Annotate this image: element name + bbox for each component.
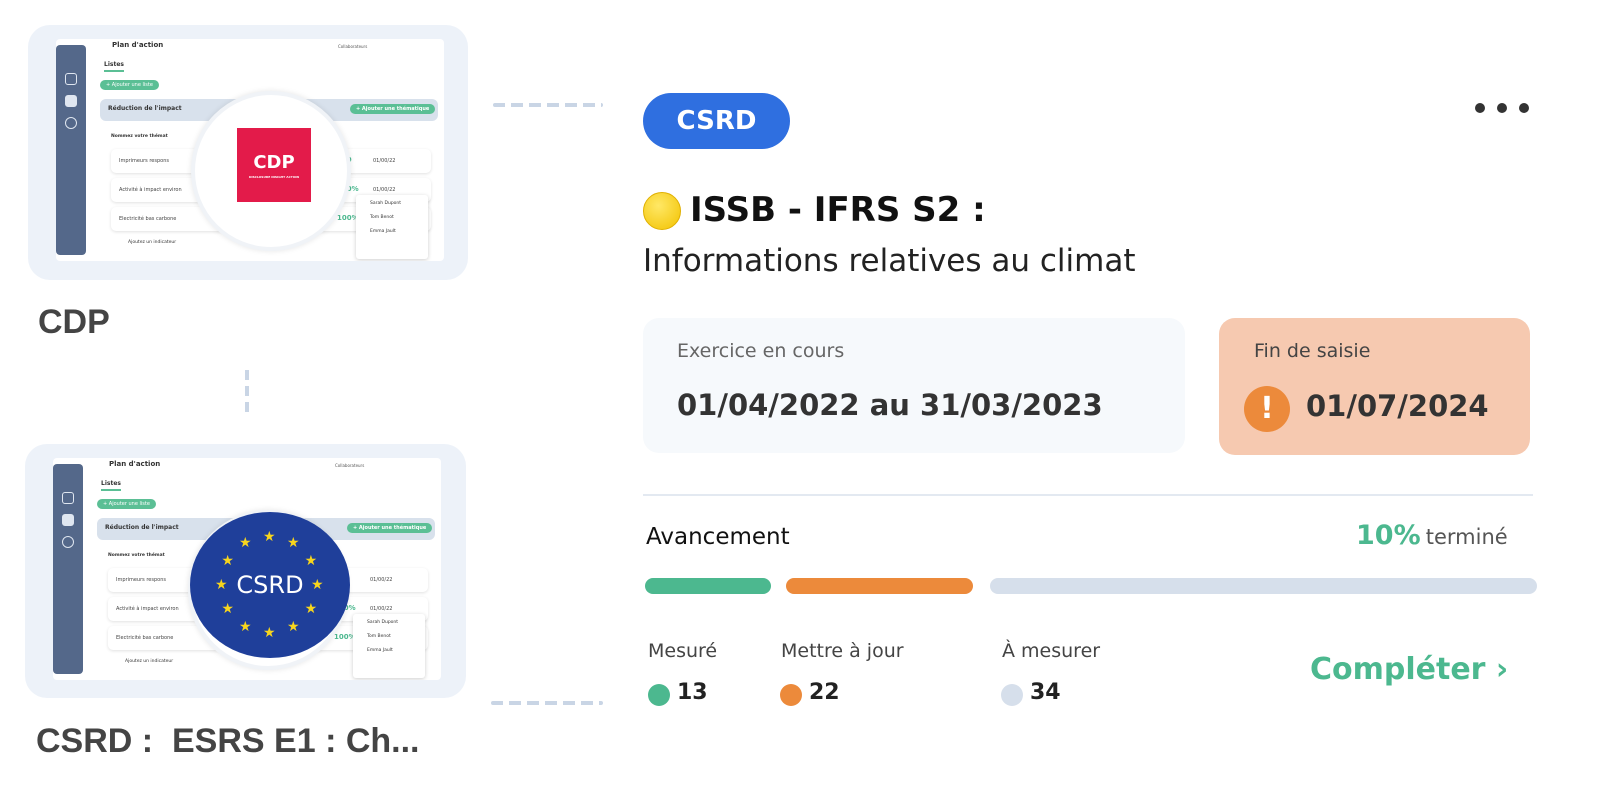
indicator-date: 01/00/22 (370, 606, 393, 612)
collaborator-item: Tom Benot (367, 634, 391, 639)
collaborators-label: Collaborateurs (338, 44, 368, 49)
progress-label: Avancement (646, 524, 790, 550)
legend-dot-to-update (780, 684, 802, 706)
collaborator-item: Tom Benot (370, 215, 394, 220)
star-icon: ★ (287, 618, 300, 635)
tab-lists: Listes (101, 480, 121, 491)
connector-bottom (491, 701, 603, 705)
star-icon: ★ (287, 535, 300, 552)
add-list-button: + Ajouter une liste (100, 80, 159, 90)
divider (643, 494, 1533, 496)
period-label: Exercice en cours (677, 340, 845, 362)
star-icon: ★ (304, 553, 318, 569)
progress-bar-to-measure (990, 578, 1537, 594)
csrd-eu-logo: CSRD ★ ★ ★ ★ ★ ★ ★ ★ ★ ★ ★ ★ (190, 512, 350, 658)
page-subtitle: Informations relatives au climat (643, 243, 1136, 279)
theme-name: Nommez votre thémat (111, 134, 168, 139)
indicator-name: Activité à impact environ (116, 606, 179, 612)
collaborators-label: Collaborateurs (335, 463, 365, 468)
app-screenshot: Plan d'action Collaborateurs Listes + Aj… (53, 458, 441, 680)
progress-summary: 10% terminé (1356, 520, 1508, 551)
legend-dot-measured (648, 684, 670, 706)
theme-name: Nommez votre thémat (108, 553, 165, 558)
star-icon: ★ (263, 625, 276, 641)
progress-bar-to-update (786, 578, 973, 594)
legend-label-measured: Mesuré (648, 640, 718, 662)
indicator-value: 100% (337, 214, 359, 222)
connector-top (493, 103, 603, 107)
star-icon: ★ (221, 553, 234, 569)
framework-badge[interactable]: CSRD (643, 93, 790, 149)
legend-count-to-update: 22 (809, 680, 840, 705)
progress-suffix: terminé (1425, 525, 1508, 549)
add-indicator-link: Ajoutez un indicateur (128, 240, 177, 245)
add-list-button: + Ajouter une liste (97, 499, 156, 509)
magnifier-lens: CDP DISCLOSURE INSIGHT ACTION (191, 91, 351, 251)
app-screenshot: Plan d'action Collaborateurs Listes + Aj… (56, 39, 444, 261)
legend-dot-to-measure (1001, 684, 1023, 706)
tab-lists: Listes (104, 61, 124, 72)
indicator-value: 100% (334, 633, 356, 641)
thumbnail-label-csrd: CSRD : ESRS E1 : Ch... (36, 722, 420, 760)
collaborator-item: Emma Jault (367, 648, 393, 653)
star-icon: ★ (239, 535, 252, 552)
legend-label-to-measure: À mesurer (1002, 640, 1101, 662)
sidebar (53, 464, 83, 674)
screen-title: Plan d'action (109, 460, 161, 468)
magnifier-lens: CSRD ★ ★ ★ ★ ★ ★ ★ ★ ★ ★ ★ ★ (188, 510, 350, 670)
indicator-name: Electricité bas carbone (116, 635, 174, 641)
indicator-name: Activité à impact environ (119, 187, 182, 193)
indicator-name: Electricité bas carbone (119, 216, 177, 222)
period-value: 01/04/2022 au 31/03/2023 (677, 388, 1103, 422)
warning-icon: ! (1244, 386, 1290, 432)
deadline-value: 01/07/2024 (1306, 389, 1489, 423)
collaborator-item: Emma Jault (370, 229, 396, 234)
star-icon: ★ (311, 577, 324, 593)
period-box: Exercice en cours 01/04/2022 au 31/03/20… (643, 318, 1185, 453)
deadline-label: Fin de saisie (1254, 340, 1371, 362)
thumbnail-label-cdp: CDP (38, 303, 110, 341)
add-indicator-link: Ajoutez un indicateur (125, 659, 174, 664)
screen-title: Plan d'action (112, 41, 164, 49)
star-icon: ★ (304, 601, 318, 617)
collaborators-dropdown: Sarah Dupont Tom Benot Emma Jault (353, 614, 425, 678)
star-icon: ★ (263, 529, 276, 545)
indicator-date: 01/00/22 (373, 158, 396, 164)
thumbnail-card-cdp[interactable]: Plan d'action Collaborateurs Listes + Aj… (28, 25, 468, 280)
collaborator-item: Sarah Dupont (370, 201, 402, 206)
complete-button[interactable]: Compléter › (1310, 652, 1509, 687)
legend-label-to-update: Mettre à jour (781, 640, 904, 662)
page-title: ISSB - IFRS S2 : (690, 190, 986, 230)
collaborators-dropdown: Sarah Dupont Tom Benot Emma Jault (356, 195, 428, 259)
connector-vertical (245, 370, 249, 418)
progress-percent: 10% (1356, 520, 1421, 551)
indicator-name: Imprimeurs respons (116, 577, 166, 583)
star-icon: ★ (215, 577, 228, 593)
deadline-box: Fin de saisie ! 01/07/2024 (1219, 318, 1530, 455)
legend-count-measured: 13 (677, 680, 708, 705)
star-icon: ★ (239, 618, 252, 635)
indicator-name: Imprimeurs respons (119, 158, 169, 164)
indicator-date: 01/00/22 (370, 577, 393, 583)
sidebar (56, 45, 86, 255)
progress-bar-measured (645, 578, 771, 594)
collaborator-item: Sarah Dupont (367, 620, 399, 625)
thumbnail-card-csrd[interactable]: Plan d'action Collaborateurs Listes + Aj… (25, 444, 466, 698)
status-dot-icon (643, 192, 681, 230)
indicator-date: 01/00/22 (373, 187, 396, 193)
legend-count-to-measure: 34 (1030, 680, 1061, 705)
cdp-logo: CDP DISCLOSURE INSIGHT ACTION (237, 128, 311, 202)
star-icon: ★ (221, 601, 234, 617)
